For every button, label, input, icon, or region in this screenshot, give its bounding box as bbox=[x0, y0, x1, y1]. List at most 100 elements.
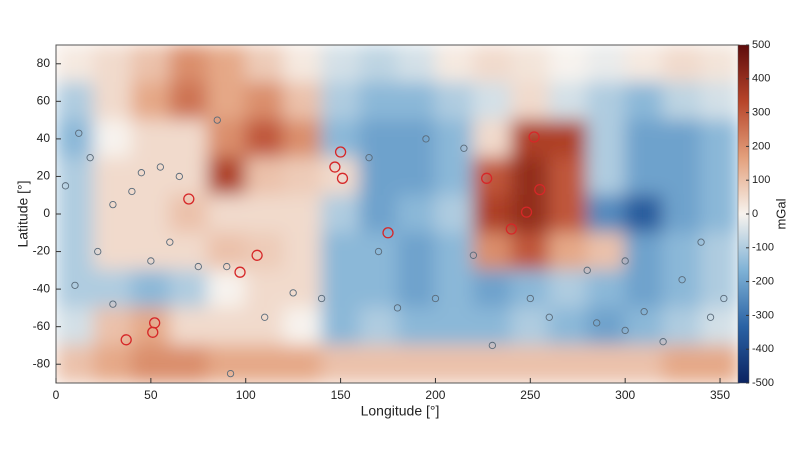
heat-cell bbox=[662, 45, 702, 84]
x-tick-label: 100 bbox=[236, 388, 256, 402]
heat-cell bbox=[700, 119, 739, 159]
heat-cell bbox=[662, 344, 702, 383]
heat-cell bbox=[245, 45, 285, 84]
colorbar-tick-label: 200 bbox=[752, 140, 770, 152]
heat-cell bbox=[245, 119, 285, 159]
heat-cell bbox=[283, 157, 323, 196]
marker bbox=[109, 300, 117, 308]
marker bbox=[520, 206, 533, 218]
heat-cell bbox=[624, 194, 664, 234]
heat-cell bbox=[434, 307, 474, 346]
heat-cell bbox=[510, 232, 550, 271]
markers bbox=[61, 116, 728, 378]
heat-cell bbox=[624, 344, 664, 383]
heat-cell bbox=[169, 269, 209, 309]
marker bbox=[431, 294, 440, 303]
heat-cell bbox=[624, 157, 664, 196]
heat-cell bbox=[245, 232, 285, 271]
heat-cell bbox=[397, 194, 436, 234]
heat-cell bbox=[169, 82, 209, 121]
marker bbox=[183, 193, 195, 205]
marker bbox=[166, 238, 174, 246]
heat-cell bbox=[700, 344, 739, 383]
heat-cell bbox=[283, 344, 323, 383]
heat-cell bbox=[56, 269, 95, 309]
marker bbox=[234, 266, 246, 278]
heat-cell bbox=[510, 269, 550, 309]
heat-cell bbox=[359, 307, 398, 346]
heat-cell bbox=[359, 194, 398, 234]
heat-cell bbox=[169, 157, 209, 196]
heat-cell bbox=[624, 269, 664, 309]
heat-cell bbox=[700, 269, 739, 309]
heat-cell bbox=[93, 194, 133, 234]
heat-cell bbox=[472, 119, 512, 159]
heat-cell bbox=[131, 344, 171, 383]
heat-cell bbox=[93, 157, 133, 196]
heat-cell bbox=[131, 119, 171, 159]
heat-cell bbox=[700, 307, 739, 346]
y-tick-label: -80 bbox=[33, 356, 51, 370]
heat-cell bbox=[169, 45, 209, 84]
heat-cell bbox=[662, 307, 702, 346]
heat-cell bbox=[245, 307, 285, 346]
heat-cell bbox=[359, 45, 398, 84]
heat-cell bbox=[586, 82, 626, 121]
heat-cell bbox=[624, 232, 664, 271]
heat-cell bbox=[56, 119, 95, 159]
heat-cell bbox=[548, 307, 588, 346]
marker bbox=[334, 146, 347, 158]
heat-cell bbox=[169, 344, 209, 383]
heat-cell bbox=[397, 82, 436, 121]
heat-cell bbox=[207, 307, 247, 346]
y-tick-label: -20 bbox=[33, 244, 51, 258]
heat-cell bbox=[283, 45, 323, 84]
heat-cell bbox=[397, 119, 436, 159]
heat-cell bbox=[93, 45, 133, 84]
marker bbox=[75, 129, 83, 137]
marker bbox=[621, 326, 629, 335]
heat-cell bbox=[434, 157, 474, 196]
heat-cell bbox=[283, 232, 323, 271]
heat-cell bbox=[548, 232, 588, 271]
colorbar-tick-label: 300 bbox=[752, 107, 770, 119]
marker bbox=[109, 200, 117, 209]
colorbar-tick-label: -200 bbox=[752, 276, 774, 288]
marker bbox=[94, 247, 102, 256]
heat-cell bbox=[472, 82, 512, 121]
colorbar-tick-label: 100 bbox=[752, 174, 770, 186]
heat-cell bbox=[321, 82, 361, 121]
heat-cell bbox=[510, 119, 550, 159]
heat-cell bbox=[207, 45, 247, 84]
heat-cell bbox=[207, 157, 247, 196]
heat-cell bbox=[397, 157, 436, 196]
heat-cell bbox=[510, 307, 550, 346]
heat-cell bbox=[472, 194, 512, 234]
heat-cell bbox=[169, 307, 209, 346]
marker bbox=[226, 369, 235, 378]
marker bbox=[659, 338, 667, 346]
heat-cell bbox=[131, 157, 171, 196]
marker bbox=[223, 262, 231, 271]
heat-cell bbox=[662, 157, 702, 196]
x-tick-label: 350 bbox=[710, 388, 730, 402]
heat-cell bbox=[586, 344, 626, 383]
heat-cell bbox=[434, 269, 474, 309]
heat-cell bbox=[93, 119, 133, 159]
heat-cell bbox=[321, 157, 361, 196]
marker bbox=[365, 154, 373, 162]
heat-cell bbox=[283, 82, 323, 121]
x-tick-label: 200 bbox=[425, 388, 445, 402]
heat-cell bbox=[321, 269, 361, 309]
heat-cell bbox=[245, 344, 285, 383]
marker bbox=[460, 144, 468, 152]
heat-cell bbox=[56, 307, 95, 346]
heat-cell bbox=[510, 157, 550, 196]
heat-cell bbox=[472, 344, 512, 383]
heat-cell bbox=[93, 82, 133, 121]
heat-cell bbox=[56, 232, 95, 271]
marker bbox=[393, 304, 402, 312]
heat-cell bbox=[700, 157, 739, 196]
heat-cell bbox=[93, 344, 133, 383]
